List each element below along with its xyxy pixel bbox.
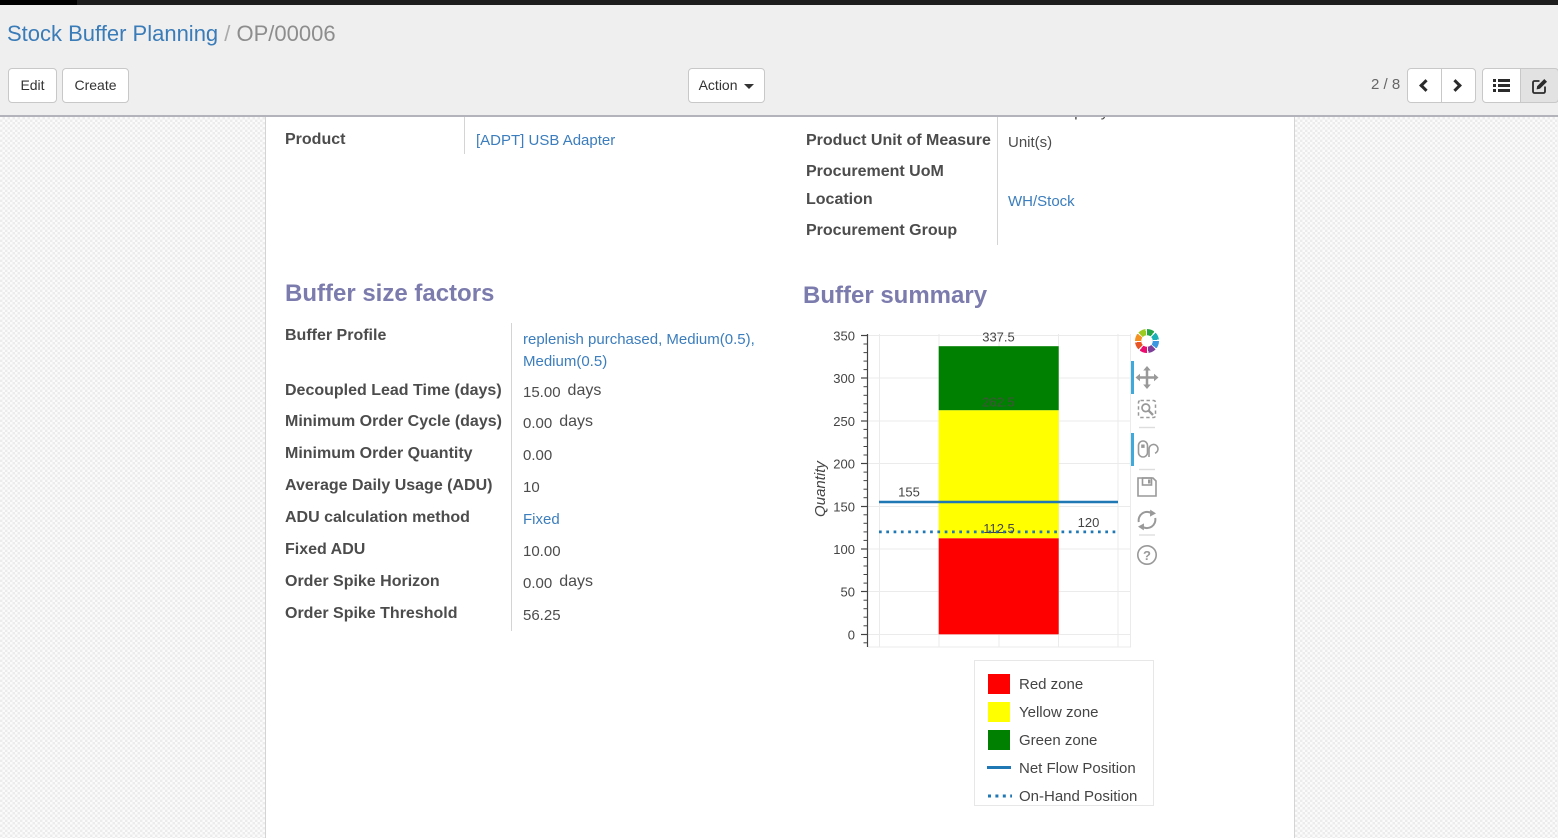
svg-text:200: 200 [833,456,855,471]
svg-text:300: 300 [833,371,855,386]
svg-text:112.5: 112.5 [983,521,1015,536]
svg-text:Quantity: Quantity [812,460,829,517]
svg-text:0: 0 [848,627,855,642]
svg-text:50: 50 [841,584,855,599]
svg-text:100: 100 [833,542,855,557]
svg-text:155: 155 [898,485,920,500]
svg-text:250: 250 [833,414,855,429]
svg-text:350: 350 [833,328,855,343]
svg-text:262.5: 262.5 [982,395,1015,410]
svg-text:150: 150 [833,499,855,514]
svg-text:337.5: 337.5 [982,330,1015,345]
svg-text:?: ? [1143,548,1151,563]
svg-text:120: 120 [1078,515,1100,530]
